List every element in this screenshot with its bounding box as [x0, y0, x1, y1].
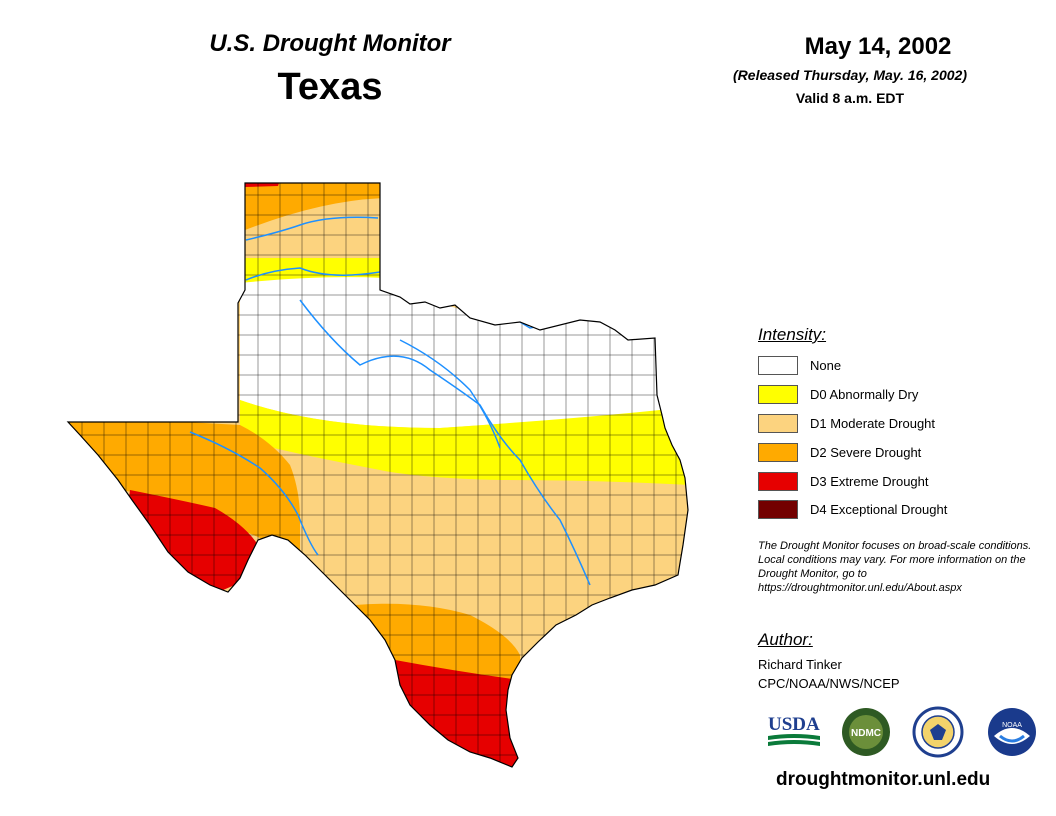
zone-d0-central-band — [240, 400, 688, 485]
legend-label: D1 Moderate Drought — [810, 415, 936, 431]
legend-swatch — [758, 442, 798, 462]
river-panhandle — [245, 216, 379, 241]
legend-swatch — [758, 413, 798, 433]
texas-drought-map — [66, 182, 689, 768]
valid-time: Valid 8 a.m. EDT — [795, 90, 905, 106]
legend-item-d1: D1 Moderate Drought — [758, 413, 935, 433]
author-name: Richard Tinker — [758, 657, 842, 672]
website-url[interactable]: droughtmonitor.unl.edu — [776, 769, 991, 790]
legend-item-d3: D3 Extreme Drought — [758, 471, 929, 491]
zone-d2-panhandle — [240, 183, 385, 232]
state-title: Texas — [277, 66, 383, 108]
legend-title: Intensity: — [758, 325, 827, 344]
ndmc-logo-text: NDMC — [851, 728, 881, 739]
legend-item-none: None — [758, 355, 841, 375]
zone-none — [240, 277, 660, 428]
commerce-seal-logo — [912, 706, 964, 758]
river-canadian — [245, 267, 381, 281]
legend-label: D2 Severe Drought — [810, 444, 922, 460]
legend-label: None — [810, 357, 842, 373]
legend-swatch — [758, 471, 798, 491]
monitor-title: U.S. Drought Monitor — [209, 30, 451, 57]
legend-label: D0 Abnormally Dry — [810, 386, 919, 402]
legend-swatch — [758, 499, 798, 519]
usda-logo-text: USDA — [768, 714, 820, 735]
legend-item-d0: D0 Abnormally Dry — [758, 384, 918, 404]
legend-swatch — [758, 355, 798, 375]
noaa-logo: NOAA — [988, 708, 1036, 756]
disclaimer-text: The Drought Monitor focuses on broad-sca… — [758, 540, 1032, 594]
map-date: May 14, 2002 — [804, 33, 952, 60]
usda-logo: USDA — [768, 714, 820, 746]
river-rio-grande-upper — [189, 431, 319, 556]
rivers — [189, 216, 591, 586]
legend-swatch — [758, 384, 798, 404]
river-red-fork — [399, 339, 501, 449]
zone-d2-west — [68, 415, 300, 560]
legend-label: D3 Extreme Drought — [810, 473, 929, 489]
noaa-logo-text: NOAA — [1002, 722, 1022, 729]
author-org: CPC/NOAA/NWS/NCEP — [758, 676, 900, 691]
legend-item-d4: D4 Exceptional Drought — [758, 499, 947, 519]
texas-outline — [66, 182, 689, 768]
author-title: Author: — [758, 630, 813, 649]
legend-label: D4 Exceptional Drought — [810, 501, 948, 517]
ndmc-logo: NDMC — [842, 708, 890, 756]
legend-item-d2: D2 Severe Drought — [758, 442, 921, 462]
release-date: (Released Thursday, May. 16, 2002) — [733, 67, 967, 83]
